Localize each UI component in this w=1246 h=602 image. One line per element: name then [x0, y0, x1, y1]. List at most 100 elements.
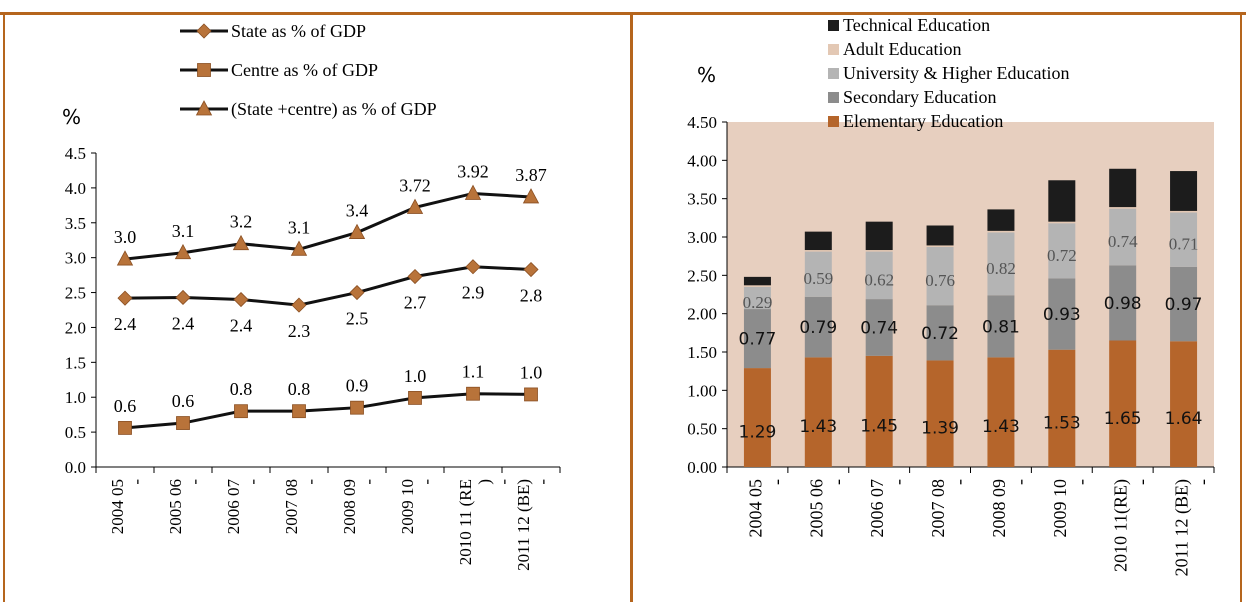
data-label: 2.4	[172, 313, 195, 333]
data-label: 0.8	[288, 379, 311, 399]
bar-value-label: 0.82	[986, 259, 1016, 278]
series-line	[124, 191, 532, 261]
bar-value-label: 0.72	[921, 324, 959, 344]
x-tick-label-line: -	[359, 479, 378, 485]
bar-segment	[926, 305, 954, 361]
data-label: 3.0	[114, 227, 137, 247]
x-tick-label-line: 2009 10	[1050, 479, 1070, 538]
bar-value-label: 1.64	[1165, 409, 1203, 429]
bar-segment	[1048, 349, 1076, 467]
bar-segment	[1109, 207, 1137, 209]
bar-segment	[987, 230, 1015, 233]
bar-chart-y-unit: %	[697, 63, 716, 87]
x-tick-label-line: 2008 09	[989, 479, 1009, 538]
x-tick-label: 2004 05-	[108, 479, 146, 535]
x-tick-label-line: -	[494, 479, 513, 485]
bar-segment	[1109, 208, 1137, 266]
data-label: 0.9	[346, 376, 369, 396]
x-tick-label: 2007 08-	[928, 479, 969, 538]
bar-segment	[1048, 223, 1076, 279]
bar-value-label: 1.43	[982, 417, 1020, 437]
bar-segment	[1170, 341, 1198, 467]
bar-segment	[804, 231, 832, 251]
bar-segment	[865, 251, 893, 300]
y-tick-label: 3.0	[65, 249, 86, 268]
triangle-marker	[348, 223, 366, 239]
y-tick-label: 1.50	[687, 343, 717, 362]
bar-value-label: 0.74	[1108, 232, 1138, 251]
x-tick-label: 2010 11(RE) -	[1111, 479, 1152, 572]
x-tick-label-line: -	[1193, 479, 1213, 485]
bar-segment	[1109, 168, 1137, 208]
bar-segment	[987, 357, 1015, 467]
square-marker	[234, 404, 248, 419]
frame-top-border	[0, 12, 1246, 15]
bar-segment	[865, 221, 893, 251]
triangle-marker	[195, 100, 213, 116]
legend-label: Technical Education	[843, 15, 990, 35]
x-tick-label: 2008 09-	[340, 479, 378, 535]
x-tick-label-line: 2006 07	[867, 479, 887, 538]
x-tick-label-line: -	[1010, 479, 1030, 485]
data-label: 3.92	[457, 161, 489, 181]
line-chart-legend: State as % of GDP Centre as % of GDP (Stat…	[180, 21, 437, 120]
bar-value-label: 0.29	[743, 293, 773, 312]
x-tick-label-line: -	[185, 479, 204, 485]
y-tick-label: 3.50	[687, 190, 717, 209]
y-tick-label: 4.50	[687, 113, 717, 132]
legend-swatch	[828, 92, 839, 103]
x-tick-label-line: -	[827, 479, 847, 485]
y-tick-label: 1.5	[65, 353, 86, 372]
legend-label: (State +centre) as % of GDP	[231, 99, 437, 120]
data-label: 3.1	[172, 221, 195, 241]
x-tick-label: 2009 10-	[1050, 479, 1091, 538]
diamond-marker	[196, 23, 212, 39]
legend-label: Elementary Education	[843, 111, 1003, 131]
bar-value-label: 0.59	[803, 269, 833, 288]
bar-segment	[1048, 278, 1076, 350]
diamond-marker	[117, 290, 133, 306]
bar-value-label: 0.76	[925, 271, 955, 290]
y-tick-label: 2.5	[65, 284, 86, 303]
bar-segment	[743, 286, 771, 310]
data-label: 2.5	[346, 309, 369, 329]
x-tick-label-line: -	[127, 479, 146, 485]
bar-segment	[1109, 265, 1137, 341]
x-tick-label-line: -	[766, 479, 786, 485]
x-tick-label: 2005 06-	[806, 479, 847, 538]
x-tick-label: 2007 08-	[282, 479, 320, 535]
data-label: 3.2	[230, 212, 253, 232]
x-tick-label-line: -	[301, 479, 320, 485]
x-tick-label-line: 2011 12 (BE)	[514, 479, 533, 571]
bar-segment	[926, 245, 954, 247]
data-label: 3.87	[515, 165, 547, 185]
legend-swatch	[828, 20, 839, 31]
y-tick-label: 1.0	[65, 388, 86, 407]
x-tick-label-line: -	[1132, 479, 1152, 485]
y-tick-label: 0.50	[687, 420, 717, 439]
x-tick-label-line: -	[949, 479, 969, 485]
square-marker	[408, 391, 422, 405]
x-tick-label-line: 2005 06	[806, 479, 826, 538]
bar-value-label: 0.79	[799, 318, 837, 338]
x-tick-label-line: 2007 08	[282, 479, 301, 534]
x-tick-label: 2011 12 (BE) -	[514, 479, 552, 571]
square-marker	[197, 63, 211, 77]
square-marker	[466, 386, 480, 401]
series-line	[124, 265, 532, 307]
bar-segment	[987, 209, 1015, 231]
bar-segment	[1048, 221, 1076, 224]
x-tick-label-line: 2004 05	[745, 479, 765, 538]
legend-label: Adult Education	[843, 39, 961, 59]
y-tick-label: 4.0	[65, 179, 86, 198]
y-tick-label: 4.5	[65, 144, 86, 163]
x-tick-label-line: 2007 08	[928, 479, 948, 538]
data-label: 1.1	[462, 362, 485, 382]
bar-chart-legend: Technical Education Adult Education Univer…	[828, 15, 1069, 131]
x-tick-label-line: )	[475, 479, 494, 485]
triangle-marker	[290, 240, 308, 256]
x-tick-label-line: 2010 11 (RE	[456, 479, 475, 565]
bar-segment	[926, 246, 954, 306]
x-tick-label: 2008 09-	[989, 479, 1030, 538]
bar-segment	[987, 232, 1015, 296]
